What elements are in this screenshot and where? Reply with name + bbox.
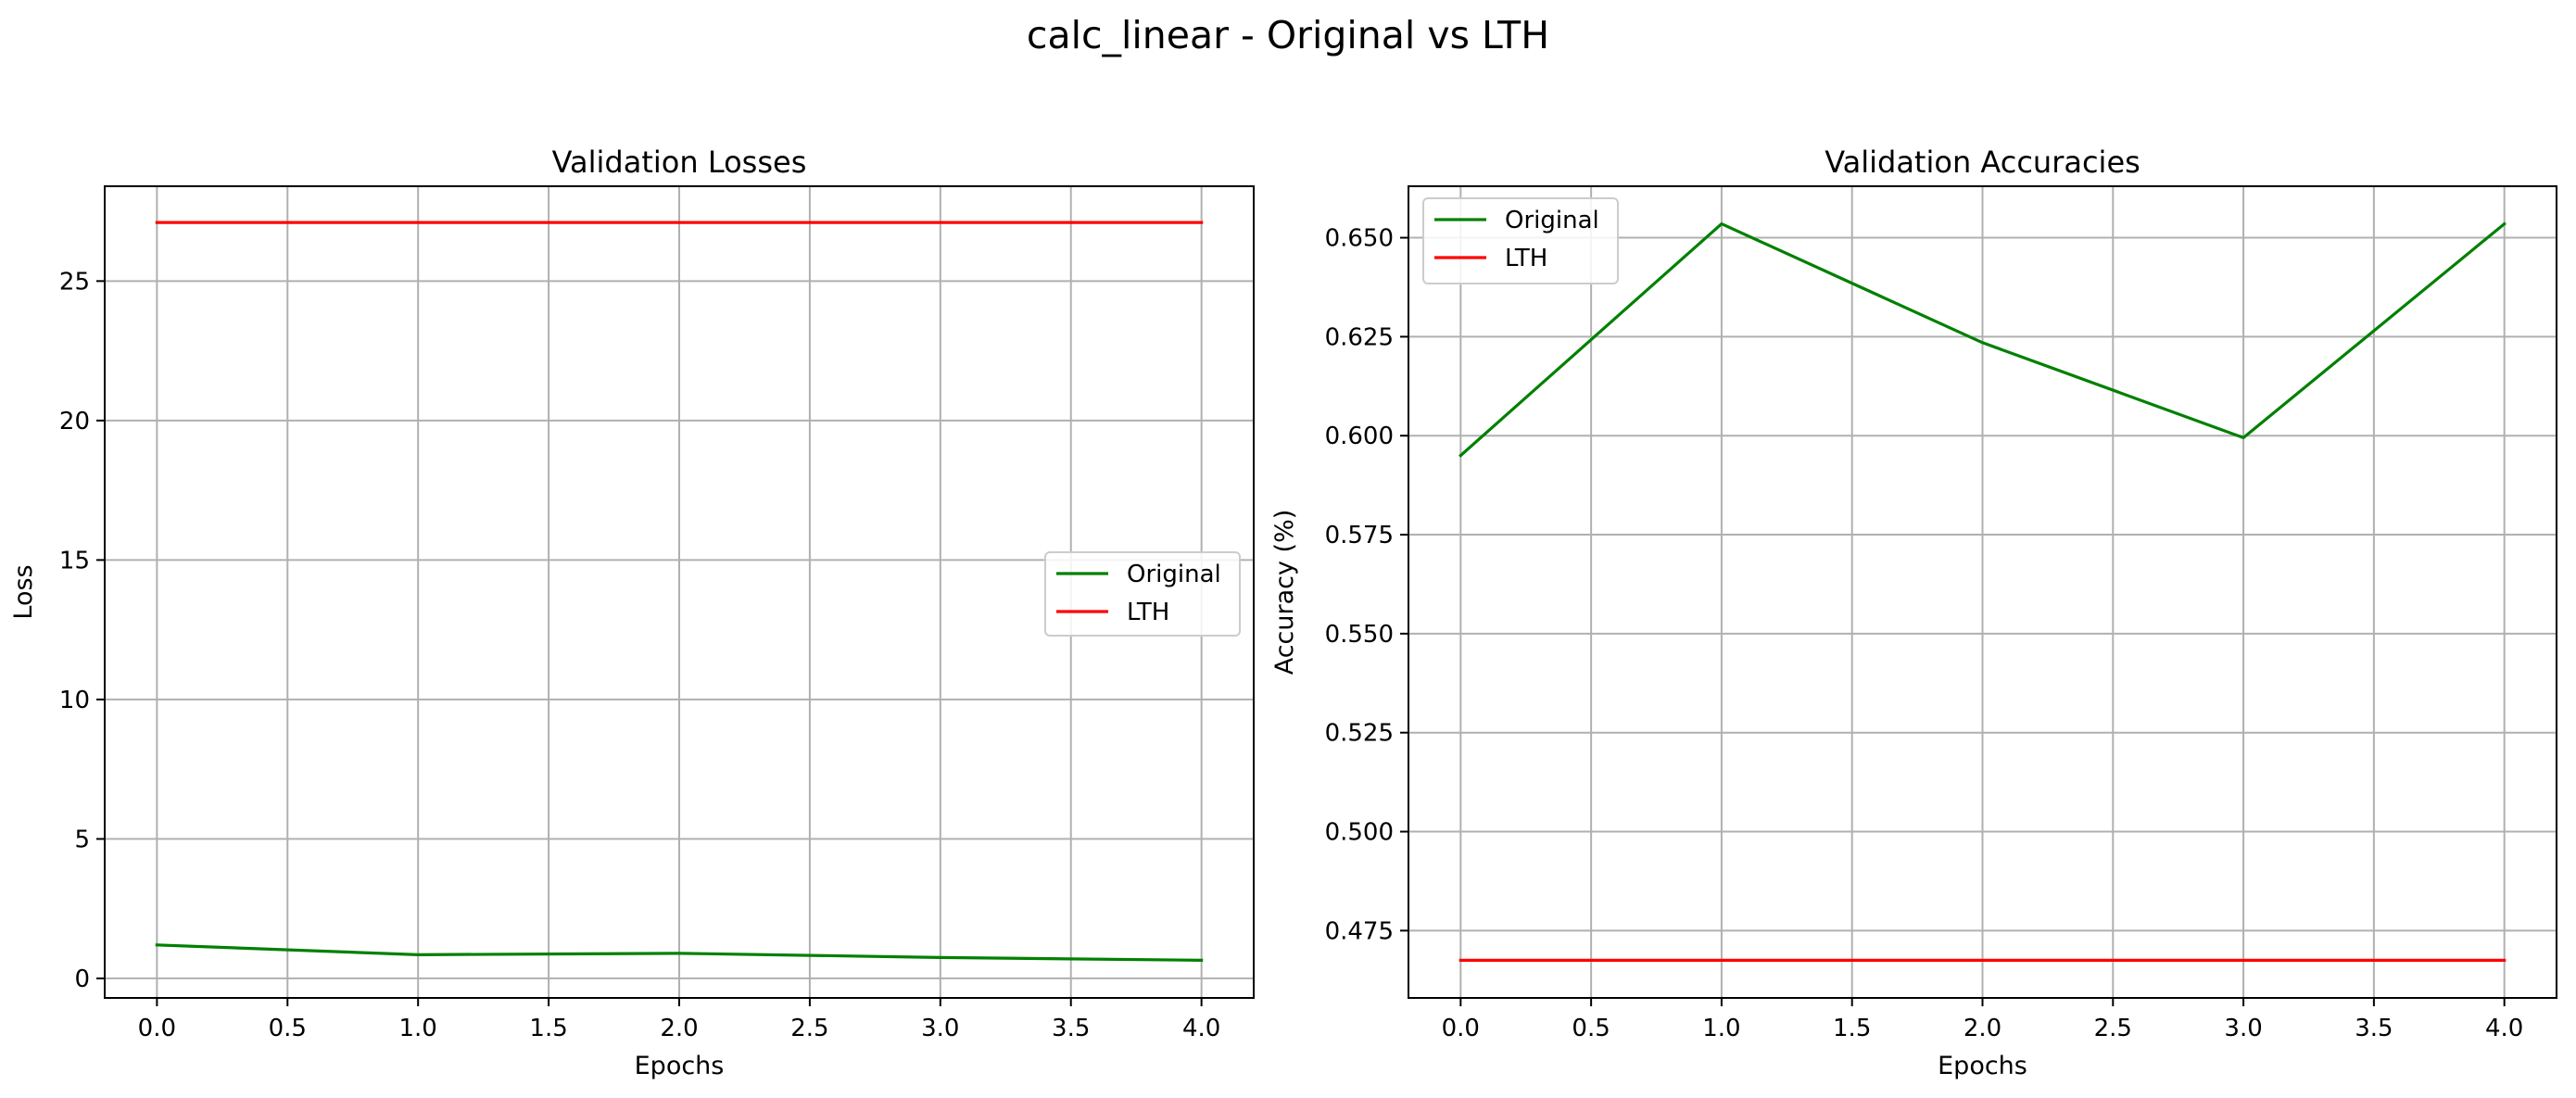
loss-xtick-label: 0.5: [269, 1015, 307, 1042]
accuracy-legend-lth-label: LTH: [1505, 245, 1547, 272]
accuracy-legend-original-label: Original: [1505, 207, 1599, 234]
accuracy-series-original-line: [1458, 221, 2507, 458]
accuracy-ytick-label: 0.600: [1325, 423, 1394, 450]
loss-xtick-label: 2.0: [660, 1015, 698, 1042]
loss-xaxis-label: Epochs: [635, 1052, 725, 1080]
accuracy-xtick-label: 0.5: [1572, 1015, 1610, 1042]
accuracy-ytick-label: 0.525: [1325, 720, 1394, 748]
accuracy-yaxis-label: Accuracy (%): [1270, 510, 1299, 675]
accuracy-ytick-label: 0.625: [1325, 323, 1394, 351]
accuracy-xtick-label: 4.0: [2485, 1015, 2523, 1042]
accuracy-legend: Original LTH: [1422, 197, 1619, 284]
loss-legend-lth-label: LTH: [1127, 599, 1169, 626]
loss-ytick-label: 15: [59, 547, 90, 574]
accuracy-xtick-label: 1.0: [1702, 1015, 1740, 1042]
accuracy-ytick-label: 0.575: [1325, 522, 1394, 549]
accuracy-ytick-label: 0.650: [1325, 225, 1394, 253]
accuracy-xtick-label: 2.0: [1964, 1015, 2001, 1042]
figure-suptitle: calc_linear - Original vs LTH: [1027, 13, 1549, 57]
accuracy-xtick-label: 3.0: [2224, 1015, 2262, 1042]
loss-ytick-label: 5: [74, 826, 90, 853]
accuracy-xtick-label: 1.5: [1833, 1015, 1871, 1042]
accuracy-xtick-label: 3.5: [2355, 1015, 2393, 1042]
loss-legend: Original LTH: [1044, 551, 1241, 637]
loss-xtick-label: 4.0: [1182, 1015, 1220, 1042]
accuracy-chart-title: Validation Accuracies: [1825, 145, 2140, 180]
accuracy-xtick-label: 0.0: [1442, 1015, 1480, 1042]
accuracy-xtick-label: 2.5: [2094, 1015, 2132, 1042]
loss-xtick-label: 3.0: [921, 1015, 959, 1042]
loss-ytick-label: 0: [74, 965, 90, 993]
loss-ytick-label: 20: [59, 408, 90, 435]
accuracy-xaxis-label: Epochs: [1938, 1052, 2027, 1080]
loss-xtick-label: 1.0: [399, 1015, 437, 1042]
accuracy-ytick-label: 0.475: [1325, 917, 1394, 945]
loss-legend-original-label: Original: [1127, 561, 1221, 588]
loss-ytick-label: 10: [59, 687, 90, 714]
loss-ytick-label: 25: [59, 268, 90, 296]
loss-xtick-label: 0.0: [138, 1015, 176, 1042]
accuracy-chart: 0.0 0.5 1.0 1.5 2.0 2.5 3.0 3.5 4.0 0.475 0.500 0.5…: [1270, 145, 2557, 1080]
accuracy-ytick-label: 0.550: [1325, 621, 1394, 649]
loss-xtick-label: 1.5: [529, 1015, 567, 1042]
loss-series-original-line: [155, 943, 1204, 962]
loss-yaxis-label: Loss: [9, 564, 38, 619]
accuracy-ytick-label: 0.500: [1325, 819, 1394, 847]
loss-xtick-label: 3.5: [1052, 1015, 1090, 1042]
loss-chart: 0.0 0.5 1.0 1.5 2.0 2.5 3.0 3.5 4.0 0 5 10 15 20 25 Val…: [9, 145, 1255, 1080]
loss-chart-title: Validation Losses: [552, 145, 807, 180]
loss-xtick-label: 2.5: [790, 1015, 828, 1042]
